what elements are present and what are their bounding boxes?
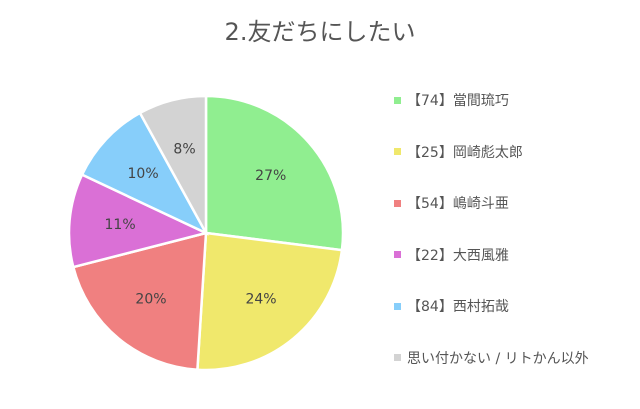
- legend-swatch: [394, 302, 401, 310]
- legend-label: 【22】大西風雅: [407, 247, 509, 264]
- legend-item-6: 思い付かない / リトかん以外: [394, 348, 589, 368]
- pie-slice-label-4: 11%: [105, 217, 136, 233]
- pie-slice-4: [67, 173, 210, 269]
- legend-item-5: 【84】西村拓哉: [394, 296, 509, 316]
- legend-item-2: 【25】岡崎彪太郎: [394, 142, 523, 162]
- legend-swatch: [394, 96, 401, 104]
- legend-label: 思い付かない / リトかん以外: [407, 350, 589, 367]
- pie-slice-1: [204, 94, 345, 252]
- pie-slice-label-3: 20%: [135, 292, 166, 308]
- legend-swatch: [394, 199, 401, 207]
- legend-label: 【84】西村拓哉: [407, 299, 509, 315]
- legend-item-3: 【54】嶋崎斗亜: [394, 193, 509, 213]
- pie-slice-2: [196, 231, 344, 372]
- legend-label: 【74】當間琉巧: [407, 93, 509, 109]
- pie-slice-label-5: 10%: [128, 166, 159, 182]
- legend-label: 【25】岡崎彪太郎: [407, 144, 523, 161]
- legend-swatch: [394, 148, 401, 155]
- legend-item-1: 【74】當間琉巧: [394, 90, 509, 110]
- legend-item-4: 【22】大西風雅: [394, 245, 509, 265]
- legend-label: 【54】嶋崎斗亜: [407, 196, 509, 212]
- legend-swatch: [394, 354, 401, 361]
- pie-slice-3: [71, 231, 208, 372]
- legend-swatch: [394, 251, 401, 258]
- pie-slice-label-2: 24%: [245, 292, 276, 308]
- pie-slice-label-6: 8%: [173, 141, 195, 157]
- pie-slice-5: [80, 111, 209, 236]
- pie-slice-label-1: 27%: [255, 168, 286, 184]
- pie-slice-6: [138, 94, 208, 234]
- chart-title: 2.友だちにしたい: [224, 18, 416, 46]
